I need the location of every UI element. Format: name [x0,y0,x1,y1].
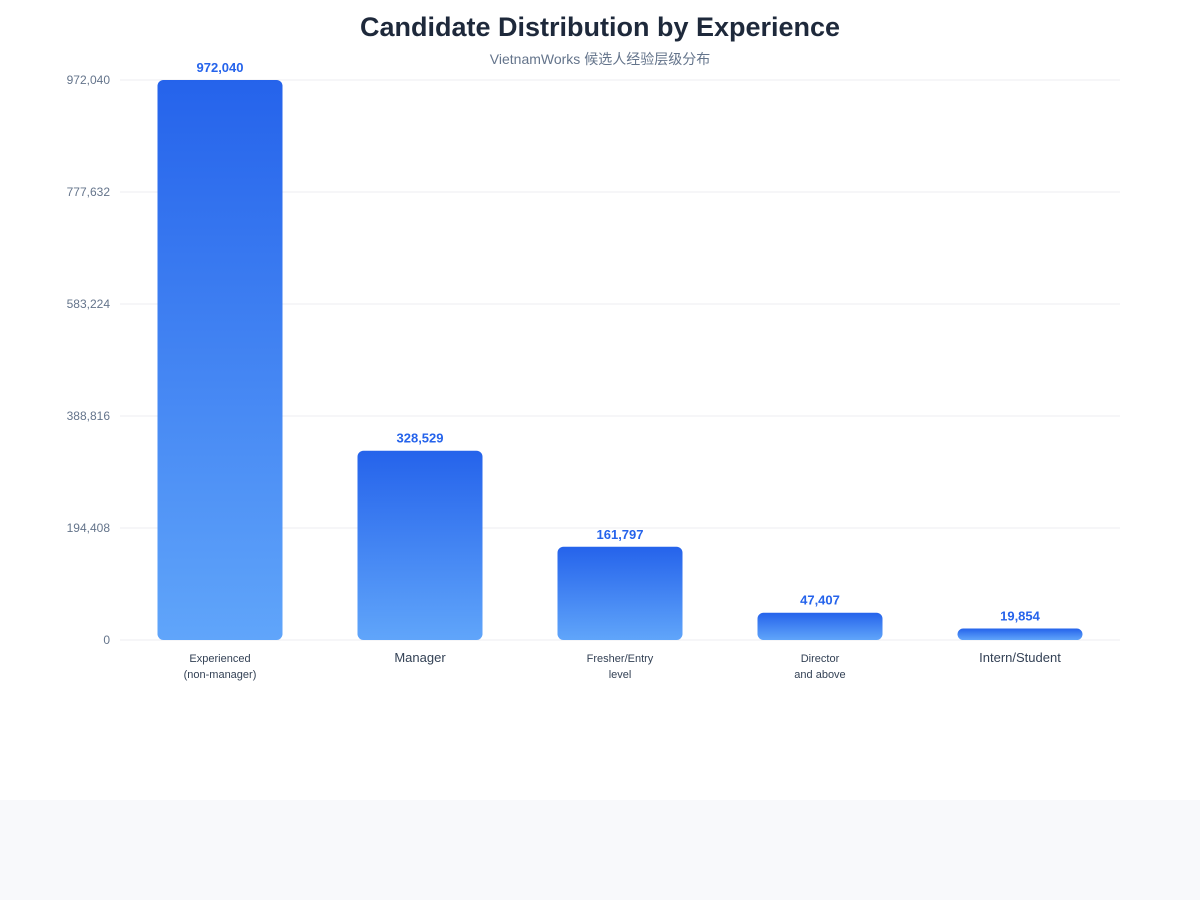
y-tick-label: 194,408 [67,521,111,535]
bar-value-label: 47,407 [800,593,840,608]
category-label: Experienced (non-manager) [184,653,257,681]
bars [157,80,1083,640]
y-tick-label: 777,632 [67,185,111,199]
category-label: Director and above [794,653,845,681]
bar-value-label: 972,040 [197,60,244,75]
category-label: Manager [394,650,446,665]
bar-value-label: 161,797 [597,527,644,542]
bar-value-label: 19,854 [1000,609,1041,624]
y-tick-label: 0 [103,633,110,647]
category-labels: Experienced (non-manager) Manager Fresher/E… [184,650,1062,681]
bar[interactable] [757,612,883,640]
value-labels: 972,040 328,529 161,797 47,407 19,854 [197,60,1041,624]
y-tick-label: 972,040 [67,73,111,87]
footer-band [0,800,1200,900]
bar-value-label: 328,529 [397,431,444,446]
y-tick-label: 388,816 [67,409,111,423]
y-axis-ticks: 0 194,408 388,816 583,224 777,632 972,040 [67,73,111,647]
bar[interactable] [957,628,1083,640]
chart-title: Candidate Distribution by Experience [359,12,841,42]
category-label: Intern/Student [979,650,1061,665]
bar[interactable] [557,546,683,640]
bar-chart: 0 194,408 388,816 583,224 777,632 972,040 972… [67,60,1120,681]
bar[interactable] [157,80,283,640]
y-tick-label: 583,224 [67,297,111,311]
chart-subtitle: VietnamWorks 候选人经验层级分布 [489,51,711,67]
category-label: Fresher/Entry level [587,653,654,681]
bar[interactable] [357,450,483,640]
